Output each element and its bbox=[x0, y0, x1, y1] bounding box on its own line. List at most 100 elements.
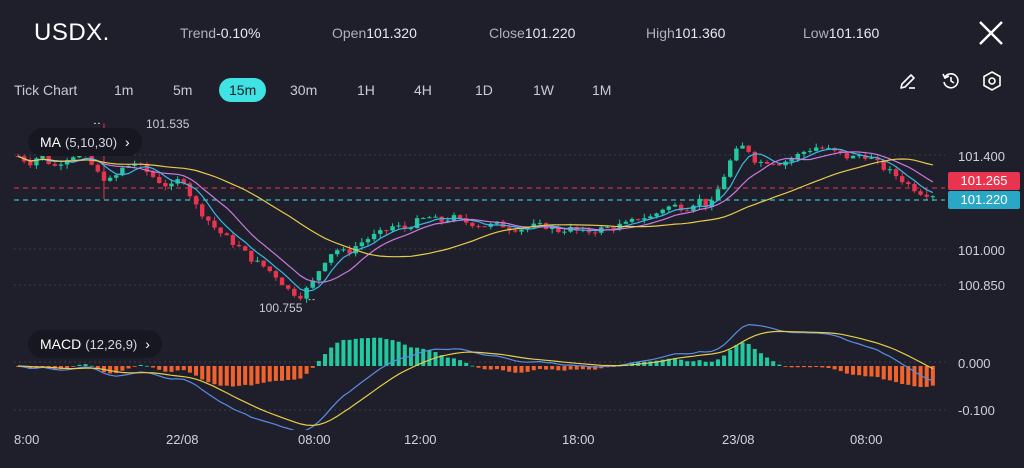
tab-30m[interactable]: 30m bbox=[290, 82, 318, 98]
candle-down bbox=[285, 285, 291, 289]
tab-5m[interactable]: 5m bbox=[173, 82, 193, 98]
macd-histogram-bar bbox=[206, 366, 211, 383]
macd-histogram-bar bbox=[378, 337, 383, 366]
macd-indicator-pill[interactable]: MACD (12,26,9) › bbox=[28, 330, 162, 358]
macd-histogram-bar bbox=[851, 366, 856, 375]
tab-tick-chart[interactable]: Tick Chart bbox=[14, 82, 78, 98]
tab-1m[interactable]: 1m bbox=[114, 82, 134, 98]
macd-histogram-bar bbox=[838, 366, 843, 372]
macd-histogram-bar bbox=[857, 366, 862, 376]
tab-1mo[interactable]: 1M bbox=[592, 82, 612, 98]
candle-down bbox=[592, 232, 598, 234]
tab-1d[interactable]: 1D bbox=[475, 82, 493, 98]
stat-high: High101.360 bbox=[646, 25, 726, 41]
macd-histogram-bar bbox=[421, 348, 426, 366]
candle-up bbox=[421, 217, 426, 219]
price-label-100850: 100.850 bbox=[958, 278, 1005, 293]
candle-down bbox=[476, 226, 481, 228]
candle-up bbox=[795, 153, 800, 159]
candle-up bbox=[728, 160, 733, 177]
timeframe-bar: Tick Chart 1m 5m 15m 30m 1H 4H 1D 1W 1M bbox=[0, 72, 1024, 106]
candle-up bbox=[623, 221, 629, 224]
macd-histogram-bar bbox=[513, 366, 518, 373]
macd-histogram-bar bbox=[593, 366, 598, 370]
history-icon[interactable] bbox=[940, 70, 962, 92]
tab-4h[interactable]: 4H bbox=[414, 82, 432, 98]
candle-down bbox=[279, 277, 285, 286]
time-label: 18:00 bbox=[562, 432, 595, 447]
macd-histogram-bar bbox=[427, 350, 432, 366]
stat-trend: Trend-0.10% bbox=[180, 25, 261, 41]
candle-down bbox=[181, 179, 186, 184]
macd-histogram-bar bbox=[237, 366, 242, 386]
candle-down bbox=[746, 145, 751, 152]
macd-histogram-bar bbox=[316, 360, 321, 366]
candle-down bbox=[28, 161, 33, 166]
pencil-icon[interactable] bbox=[897, 70, 919, 92]
candle-down bbox=[574, 226, 579, 231]
macd-histogram-bar bbox=[230, 366, 235, 387]
macd-histogram-bar bbox=[740, 342, 745, 366]
close-icon[interactable] bbox=[976, 18, 1006, 48]
macd-histogram-bar bbox=[151, 366, 156, 368]
macd-histogram-bar bbox=[507, 366, 512, 372]
candle-down bbox=[150, 171, 156, 177]
ma-indicator-pill[interactable]: MA (5,10,30) › bbox=[28, 128, 142, 156]
macd-histogram-bar bbox=[912, 366, 917, 387]
macd-histogram-bar bbox=[470, 365, 475, 367]
macd-histogram-bar bbox=[814, 366, 819, 367]
price-tag-red: 101.265 bbox=[948, 172, 1020, 190]
candle-down bbox=[163, 183, 168, 187]
candle-down bbox=[242, 246, 248, 251]
symbol-title: USDX. bbox=[34, 19, 110, 46]
macd-histogram-bar bbox=[335, 342, 340, 366]
macd-histogram-bar bbox=[402, 344, 407, 366]
candle-up bbox=[328, 254, 334, 263]
macd-histogram-bar bbox=[844, 366, 849, 374]
macd-histogram-bar bbox=[273, 366, 278, 381]
candle-up bbox=[537, 223, 543, 225]
candle-up bbox=[758, 161, 764, 163]
stat-open: Open101.320 bbox=[332, 25, 417, 41]
candle-down bbox=[236, 244, 242, 247]
macd-histogram-bar bbox=[77, 364, 82, 366]
candle-down bbox=[95, 164, 101, 172]
candle-down bbox=[863, 155, 868, 159]
macd-histogram-bar bbox=[875, 366, 880, 378]
tab-1h[interactable]: 1H bbox=[357, 82, 375, 98]
price-chart[interactable] bbox=[0, 110, 1024, 430]
macd-histogram-bar bbox=[758, 353, 763, 366]
candle-down bbox=[838, 150, 843, 153]
macd-histogram-bar bbox=[795, 366, 800, 368]
ma5-line bbox=[17, 148, 934, 292]
tab-1w[interactable]: 1W bbox=[533, 82, 554, 98]
candle-down bbox=[52, 164, 58, 166]
time-label: 22/08 bbox=[166, 432, 199, 447]
candle-down bbox=[899, 176, 905, 183]
macd-histogram-bar bbox=[439, 355, 444, 366]
macd-histogram-bar bbox=[832, 366, 837, 370]
candle-up bbox=[660, 209, 665, 214]
candle-up bbox=[433, 216, 438, 218]
tab-15m[interactable]: 15m bbox=[219, 78, 267, 102]
macd-histogram-bar bbox=[660, 359, 665, 366]
candle-up bbox=[869, 157, 874, 159]
macd-histogram-bar bbox=[525, 366, 530, 372]
candle-down bbox=[457, 215, 463, 219]
macd-histogram-bar bbox=[458, 360, 463, 366]
macd-histogram-bar bbox=[464, 362, 469, 366]
candle-down bbox=[771, 163, 776, 165]
macd-histogram-bar bbox=[531, 366, 536, 371]
macd-histogram-bar bbox=[501, 366, 506, 371]
settings-icon[interactable] bbox=[981, 70, 1003, 92]
macd-histogram-bar bbox=[341, 339, 346, 366]
macd-histogram-bar bbox=[587, 366, 592, 370]
macd-histogram-bar bbox=[580, 366, 585, 370]
macd-histogram-bar bbox=[789, 366, 794, 368]
macd-histogram-bar bbox=[384, 339, 389, 366]
time-label: 23/08 bbox=[722, 432, 755, 447]
candle-down bbox=[212, 220, 217, 228]
low-annotation: 100.755 bbox=[259, 301, 303, 315]
candle-down bbox=[507, 227, 512, 231]
macd-histogram-bar bbox=[451, 358, 456, 366]
